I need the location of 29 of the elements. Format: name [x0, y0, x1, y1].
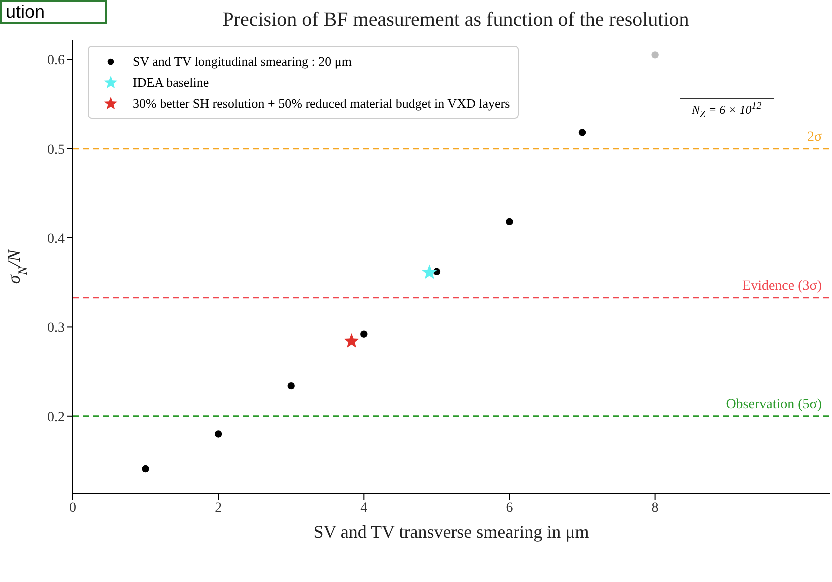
- point: [344, 333, 360, 348]
- point: [142, 465, 150, 473]
- legend-label: IDEA baseline: [133, 74, 210, 92]
- x-tick-label: 6: [506, 500, 514, 516]
- point: [214, 430, 222, 438]
- chart-title: Precision of BF measurement as function of the resolution: [222, 9, 690, 31]
- point: [288, 382, 295, 390]
- x-tick-label: 2: [215, 500, 222, 516]
- x-tick-label: 8: [652, 500, 659, 516]
- x-tick-label: 4: [360, 500, 368, 516]
- y-tick-label: 0.5: [48, 142, 65, 158]
- legend-label: SV and TV longitudinal smearing : 20 μm: [133, 53, 352, 71]
- point: [652, 52, 659, 59]
- y-tick-label: 0.4: [48, 232, 65, 247]
- point: [578, 129, 586, 136]
- y-tick-label: 0.3: [48, 321, 65, 336]
- point: [506, 218, 514, 226]
- text: ution: [0, 0, 108, 24]
- y-tick-label: 0.6: [48, 54, 65, 69]
- ref-line-label: Evidence (3σ): [742, 278, 822, 294]
- point: [422, 264, 438, 280]
- point: [360, 330, 368, 338]
- annotation: N$_{Z}$ = 6 × 10$^{12}$: [680, 98, 774, 120]
- x-tick-label: 0: [70, 500, 76, 516]
- ref-line-label: 2σ: [807, 130, 822, 145]
- x-axis-title: SV and TV transverse smearing in μm: [314, 522, 590, 542]
- legend-label: 30% better SH resolution + 50% reduced material budget in VXD layers: [133, 95, 510, 113]
- y-tick-label: 0.2: [48, 410, 65, 426]
- ref-line-label: Observation (5σ): [726, 397, 822, 412]
